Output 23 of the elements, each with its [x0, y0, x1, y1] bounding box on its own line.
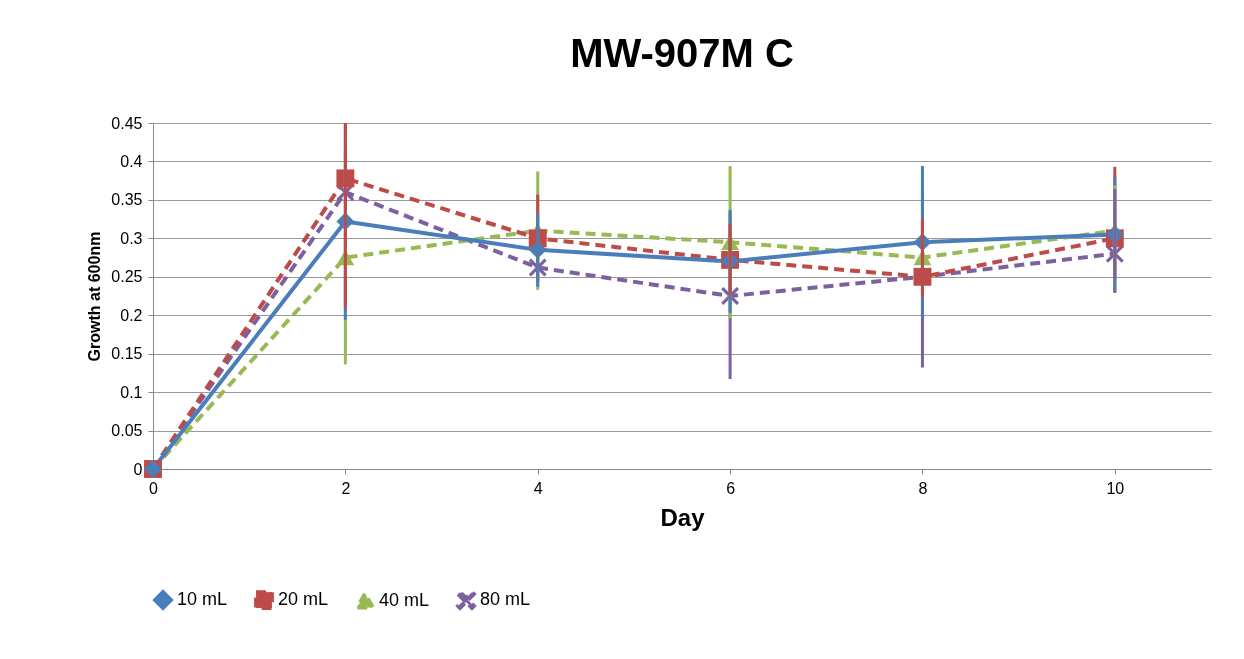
legend-label: 80 mL	[480, 589, 531, 610]
x-tick-label: 2	[341, 479, 351, 497]
x-tick-label: 10	[1106, 479, 1125, 497]
y-tick-label: 0.45	[111, 114, 143, 132]
y-tick-label: 0.35	[111, 191, 143, 209]
legend-label: 20 mL	[278, 589, 329, 610]
y-tick-label: 0.2	[120, 306, 143, 324]
y-tick-label: 0	[133, 460, 143, 478]
x-tick-label: 6	[726, 479, 736, 497]
x-axis-title: Day	[660, 503, 706, 531]
y-tick-label: 0.3	[120, 229, 143, 247]
y-tick-label: 0.25	[111, 268, 143, 286]
x-tick-label: 4	[533, 479, 543, 497]
y-axis-title: Growth at 600nm	[86, 231, 104, 362]
y-tick-label: 0.4	[120, 152, 143, 170]
x-tick-label: 8	[918, 479, 928, 497]
x-tick-label: 0	[149, 479, 159, 497]
y-tick-label: 0.05	[111, 422, 143, 440]
legend-label: 40 mL	[379, 589, 430, 610]
y-tick-label: 0.1	[120, 383, 143, 401]
chart-title: MW-907M C	[570, 31, 794, 75]
legend-label: 10 mL	[177, 589, 228, 610]
y-tick-label: 0.15	[111, 345, 143, 363]
